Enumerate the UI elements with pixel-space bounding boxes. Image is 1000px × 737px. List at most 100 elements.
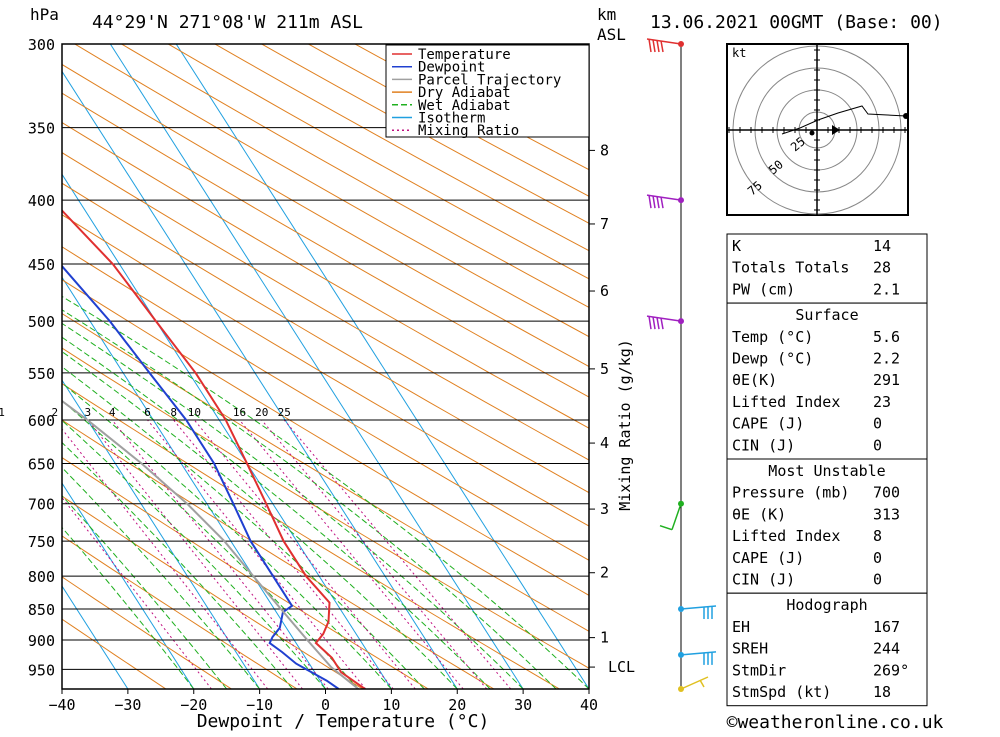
wind-barb-column [647, 39, 716, 692]
km-tick-label: 2 [600, 564, 609, 582]
pressure-tick-label: 750 [28, 533, 55, 551]
index-label: EH [732, 618, 750, 636]
location-title: 44°29'N 271°08'W 211m ASL [92, 12, 363, 33]
index-label: SREH [732, 640, 768, 658]
hodograph-indices-title: Hodograph [786, 596, 867, 614]
index-value: 14 [873, 237, 891, 255]
km-tick-label: 7 [600, 215, 609, 233]
surface-indices-title: Surface [795, 306, 858, 324]
index-label: StmDir [732, 661, 786, 679]
pressure-tick-label: 300 [28, 36, 55, 54]
index-value: 0 [873, 436, 882, 454]
wind-barb-flag [660, 526, 672, 530]
wind-barb-flag [653, 317, 655, 329]
mixing-ratio-line [174, 420, 394, 689]
index-label: PW (cm) [732, 280, 795, 298]
pressure-tick-label: 450 [28, 256, 55, 274]
index-label: Lifted Index [732, 527, 840, 545]
wind-barb [647, 195, 681, 208]
km-tick-label: 6 [600, 282, 609, 300]
wind-barb-flag [653, 196, 655, 208]
index-value: 23 [873, 393, 891, 411]
mixing-ratio-label: 20 [255, 406, 268, 419]
wind-barb-flag [657, 40, 659, 52]
mixing-ratio-line [284, 420, 510, 689]
isotherm-line [110, 44, 523, 689]
wind-barb-flag [653, 40, 655, 52]
mixing-ratio-label: 16 [233, 406, 246, 419]
datetime-title: 13.06.2021 00GMT (Base: 00) [650, 12, 943, 33]
wind-barb [681, 677, 708, 689]
wind-barb-shaft [647, 39, 681, 44]
asl-label: ASL [597, 25, 626, 44]
index-value: 18 [873, 683, 891, 701]
pressure-tick-label: 600 [28, 412, 55, 430]
index-value: 0 [873, 549, 882, 567]
x-tick-label: 40 [580, 696, 598, 714]
km-tick-label: 8 [600, 141, 609, 159]
mixing-ratio-label: 10 [188, 406, 201, 419]
pressure-tick-label: 400 [28, 192, 55, 210]
index-label: CAPE (J) [732, 549, 804, 567]
km-tick-label: 1 [600, 629, 609, 647]
km-tick-label: 4 [600, 434, 609, 452]
x-tick-label: −40 [48, 696, 75, 714]
wind-barb [647, 39, 681, 52]
mixing-ratio-label: 8 [170, 406, 177, 419]
isotherm-line [0, 44, 128, 689]
dry-adiabat-line [0, 35, 428, 689]
most-unstable-indices-title: Most Unstable [768, 462, 885, 480]
pressure-tick-label: 350 [28, 120, 55, 138]
index-label: K [732, 237, 741, 255]
x-axis-label: Dewpoint / Temperature (°C) [197, 711, 490, 732]
x-tick-label: −30 [114, 696, 141, 714]
index-value: 269° [873, 661, 909, 679]
mixing-ratio-axis-label: Mixing Ratio (g/kg) [616, 339, 634, 511]
pressure-tick-label: 800 [28, 568, 55, 586]
wind-barb-flag [661, 197, 663, 208]
x-tick-label: 30 [514, 696, 532, 714]
index-value: 291 [873, 371, 900, 389]
index-label: θE(K) [732, 371, 777, 389]
pressure-axis: 3003504004505005506006507007508008509009… [28, 36, 55, 679]
wind-barb [660, 504, 681, 530]
mixing-ratio-line [88, 420, 303, 689]
pressure-tick-label: 700 [28, 496, 55, 514]
wind-barb-flag [657, 317, 659, 329]
index-label: CAPE (J) [732, 415, 804, 433]
km-unit-label: km [597, 5, 616, 24]
pressure-unit-label: hPa [30, 5, 59, 24]
index-value: 244 [873, 640, 900, 658]
pressure-tick-label: 550 [28, 365, 55, 383]
pressure-tick-label: 850 [28, 601, 55, 619]
wind-barb [647, 316, 681, 329]
km-tick-label: 3 [600, 500, 609, 518]
mixing-ratio-label: 4 [109, 406, 116, 419]
wind-barb [681, 606, 716, 619]
index-value: 0 [873, 415, 882, 433]
index-label: θE (K) [732, 505, 786, 523]
mixing-ratio-label: 6 [144, 406, 151, 419]
wind-barb-flag [649, 316, 651, 329]
copyright-footer: ©weatheronline.co.uk [727, 712, 944, 733]
km-tick-label: LCL [608, 658, 635, 676]
wind-barb-flag [661, 318, 663, 329]
wind-barb-flag [661, 41, 663, 52]
index-value: 167 [873, 618, 900, 636]
index-value: 5.6 [873, 328, 900, 346]
mixing-ratio-line [112, 420, 328, 689]
wind-barb-shaft [681, 606, 716, 609]
legend-label: Mixing Ratio [418, 123, 519, 139]
index-label: CIN (J) [732, 436, 795, 454]
km-tick-label: 5 [600, 360, 609, 378]
isotherm-line [0, 44, 391, 689]
index-value: 2.2 [873, 350, 900, 368]
mixing-ratio-label: 1 [0, 406, 5, 419]
index-label: Temp (°C) [732, 328, 813, 346]
mixing-ratio-label: 25 [278, 406, 291, 419]
